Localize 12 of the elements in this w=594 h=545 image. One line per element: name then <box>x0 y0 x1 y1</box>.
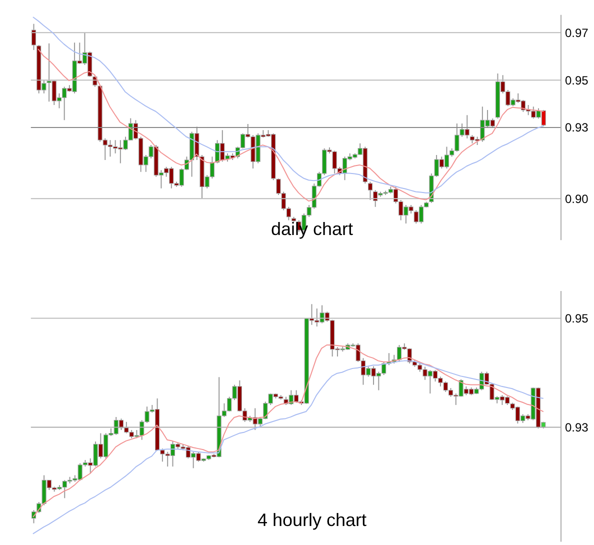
y-tick-label: 0.93 <box>565 120 589 135</box>
candlestick <box>368 181 373 201</box>
line-series <box>32 360 544 534</box>
y-tick-label: 0.97 <box>565 26 589 40</box>
y-tick-label: 0.90 <box>565 192 589 206</box>
text: 4 hourly chart <box>256 509 368 531</box>
candlestick <box>31 23 36 50</box>
y-tick-label: 0.95 <box>565 312 589 326</box>
y-tick-label: 0.93 <box>565 420 589 434</box>
y-tick-label: 0.95 <box>565 73 589 88</box>
text: daily chart <box>270 218 354 240</box>
line-series <box>32 16 544 194</box>
